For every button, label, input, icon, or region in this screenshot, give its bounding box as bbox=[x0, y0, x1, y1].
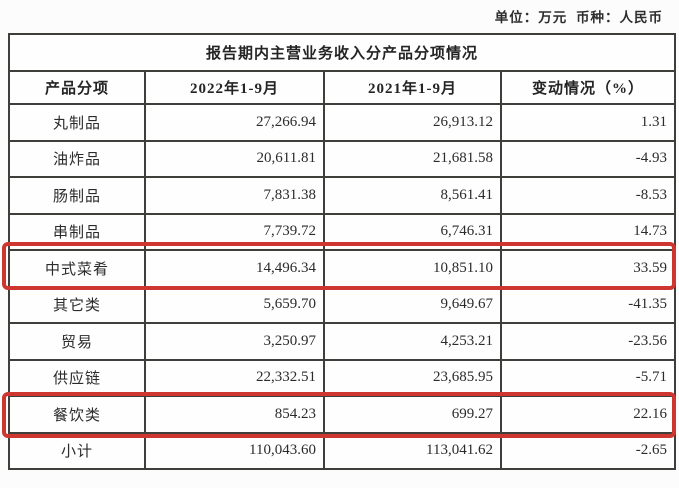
value-2021-cell: 4,253.21 bbox=[323, 322, 502, 361]
column-header-2021: 2021年1-9月 bbox=[323, 70, 502, 105]
table-row: 肠制品 7,831.38 8,561.41 -8.53 bbox=[8, 176, 677, 215]
product-cell: 贸易 bbox=[8, 322, 146, 361]
value-2022-cell: 20,611.81 bbox=[144, 139, 325, 178]
value-2022-cell: 14,496.34 bbox=[144, 249, 325, 288]
change-cell: -2.65 bbox=[499, 431, 677, 470]
change-cell: 22.16 bbox=[499, 395, 677, 434]
table-title: 报告期内主营业务收入分产品分项情况 bbox=[7, 33, 677, 72]
change-cell: -4.93 bbox=[499, 139, 677, 178]
change-cell: -8.53 bbox=[499, 176, 677, 215]
product-cell: 肠制品 bbox=[8, 176, 146, 215]
product-cell: 小计 bbox=[8, 431, 146, 470]
change-cell: -41.35 bbox=[499, 285, 677, 324]
change-cell: 14.73 bbox=[499, 212, 677, 251]
product-cell: 其它类 bbox=[8, 285, 146, 324]
column-header-2022: 2022年1-9月 bbox=[144, 70, 325, 105]
value-2021-cell: 23,685.95 bbox=[323, 358, 502, 397]
value-2021-cell: 113,041.62 bbox=[323, 431, 502, 470]
product-cell: 餐饮类 bbox=[8, 395, 146, 434]
product-cell: 丸制品 bbox=[8, 103, 146, 142]
product-cell: 串制品 bbox=[8, 212, 146, 251]
table-row-highlighted: 中式菜肴 14,496.34 10,851.10 33.59 bbox=[8, 249, 677, 288]
table-row: 串制品 7,739.72 6,746.31 14.73 bbox=[8, 212, 677, 251]
value-2021-cell: 699.27 bbox=[323, 395, 502, 434]
change-cell: 1.31 bbox=[499, 103, 677, 142]
value-2022-cell: 7,739.72 bbox=[144, 212, 325, 251]
value-2021-cell: 6,746.31 bbox=[323, 212, 502, 251]
product-cell: 中式菜肴 bbox=[8, 249, 146, 288]
value-2021-cell: 9,649.67 bbox=[323, 285, 502, 324]
value-2021-cell: 8,561.41 bbox=[323, 176, 502, 215]
change-cell: -5.71 bbox=[499, 358, 677, 397]
table-row: 贸易 3,250.97 4,253.21 -23.56 bbox=[8, 322, 677, 361]
value-2022-cell: 5,659.70 bbox=[144, 285, 325, 324]
change-cell: 33.59 bbox=[499, 249, 677, 288]
revenue-breakdown-table: 报告期内主营业务收入分产品分项情况 产品分项 2022年1-9月 2021年1-… bbox=[7, 33, 677, 470]
table-row: 油炸品 20,611.81 21,681.58 -4.93 bbox=[8, 139, 677, 178]
value-2022-cell: 22,332.51 bbox=[144, 358, 325, 397]
value-2022-cell: 7,831.38 bbox=[144, 176, 325, 215]
product-cell: 供应链 bbox=[8, 358, 146, 397]
value-2021-cell: 10,851.10 bbox=[323, 249, 502, 288]
value-2021-cell: 26,913.12 bbox=[323, 103, 502, 142]
product-cell: 油炸品 bbox=[8, 139, 146, 178]
table-body: 报告期内主营业务收入分产品分项情况 产品分项 2022年1-9月 2021年1-… bbox=[7, 33, 677, 470]
unit-currency-label: 单位：万元 币种：人民币 bbox=[494, 10, 663, 25]
value-2022-cell: 110,043.60 bbox=[144, 431, 325, 470]
table-row: 小计 110,043.60 113,041.62 -2.65 bbox=[8, 431, 677, 470]
value-2022-cell: 3,250.97 bbox=[144, 322, 325, 361]
table-row-highlighted: 餐饮类 854.23 699.27 22.16 bbox=[8, 395, 677, 434]
column-header-product: 产品分项 bbox=[8, 70, 146, 105]
table-title-row: 报告期内主营业务收入分产品分项情况 bbox=[7, 33, 677, 72]
table-row: 供应链 22,332.51 23,685.95 -5.71 bbox=[8, 358, 677, 397]
table-row: 丸制品 27,266.94 26,913.12 1.31 bbox=[8, 103, 677, 142]
column-header-change: 变动情况（%） bbox=[499, 70, 677, 105]
value-2022-cell: 27,266.94 bbox=[144, 103, 325, 142]
change-cell: -23.56 bbox=[499, 322, 677, 361]
table-header-row: 产品分项 2022年1-9月 2021年1-9月 变动情况（%） bbox=[8, 70, 677, 105]
value-2021-cell: 21,681.58 bbox=[323, 139, 502, 178]
table-row: 其它类 5,659.70 9,649.67 -41.35 bbox=[8, 285, 677, 324]
value-2022-cell: 854.23 bbox=[144, 395, 325, 434]
